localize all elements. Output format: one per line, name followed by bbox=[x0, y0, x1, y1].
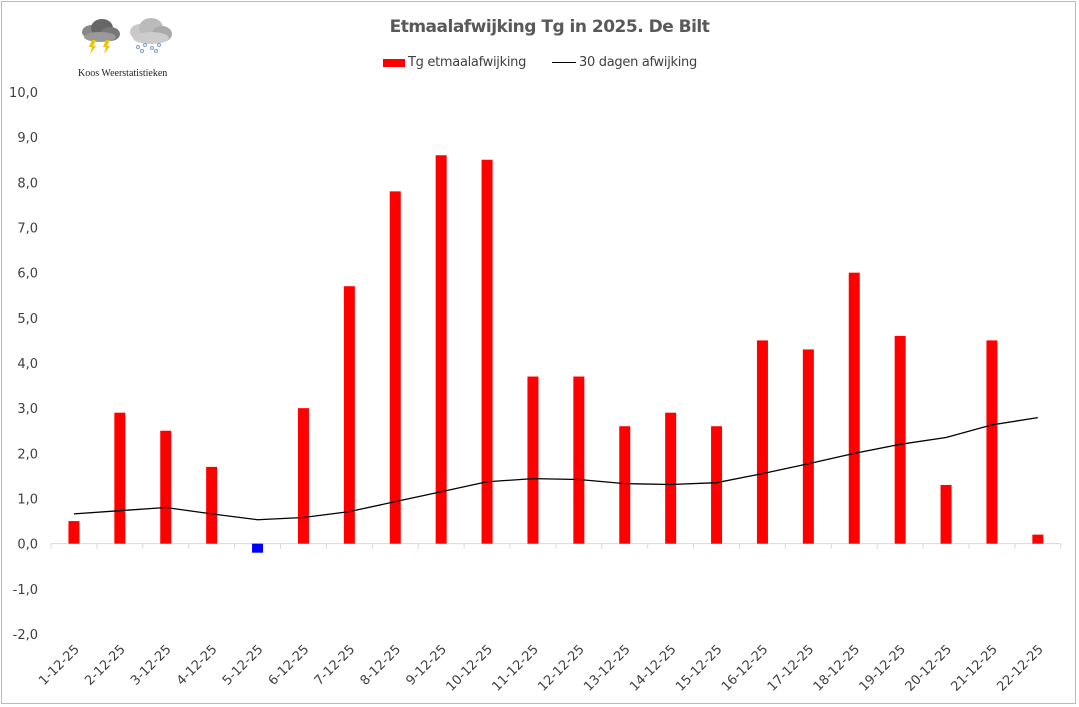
bar bbox=[343, 286, 355, 544]
bar bbox=[1032, 534, 1044, 544]
bar bbox=[206, 466, 218, 544]
logo-text: Koos Weerstatistieken bbox=[78, 68, 168, 79]
x-tick-label: 22-12-25 bbox=[994, 642, 1046, 694]
x-tick-label: 1-12-25 bbox=[36, 642, 82, 688]
legend-label-bar: Tg etmaalafwijking bbox=[408, 55, 527, 70]
x-tick-label: 11-12-25 bbox=[489, 642, 541, 694]
bar bbox=[940, 484, 952, 544]
legend: Tg etmaalafwijking 30 dagen afwijking bbox=[383, 55, 697, 70]
y-tick-label: 8,0 bbox=[17, 176, 38, 191]
x-tick-label: 5-12-25 bbox=[220, 642, 266, 688]
bar bbox=[848, 272, 860, 544]
bar bbox=[711, 426, 723, 544]
y-tick-label: 2,0 bbox=[17, 447, 38, 462]
y-tick-label: 6,0 bbox=[17, 267, 38, 282]
x-tick-label: 21-12-25 bbox=[948, 642, 1000, 694]
x-tick-label: 14-12-25 bbox=[627, 642, 679, 694]
bar bbox=[573, 376, 585, 544]
bar bbox=[435, 155, 447, 544]
legend-swatch-line bbox=[552, 62, 577, 63]
x-tick-label: 4-12-25 bbox=[174, 642, 220, 688]
x-tick-label: 15-12-25 bbox=[673, 642, 725, 694]
bar bbox=[114, 412, 126, 544]
legend-swatch-bar bbox=[383, 58, 405, 67]
x-tick-label: 2-12-25 bbox=[82, 642, 128, 688]
y-tick-label: 1,0 bbox=[17, 493, 38, 508]
x-tick-label: 17-12-25 bbox=[765, 642, 817, 694]
bar bbox=[619, 426, 631, 544]
y-tick-label: -2,0 bbox=[13, 628, 38, 643]
line-series-30-dagen bbox=[73, 417, 1038, 521]
bar bbox=[481, 159, 493, 544]
bar bbox=[389, 191, 401, 544]
x-tick-label: 13-12-25 bbox=[581, 642, 633, 694]
snow-cloud-icon bbox=[130, 18, 172, 53]
x-tick-label: 9-12-25 bbox=[403, 642, 449, 688]
bar bbox=[68, 521, 80, 544]
x-tick-label: 3-12-25 bbox=[128, 642, 174, 688]
chart-title: Etmaalafwijking Tg in 2025. De Bilt bbox=[389, 17, 710, 37]
y-tick-label: 10,0 bbox=[9, 86, 38, 101]
x-tick-label: 7-12-25 bbox=[312, 642, 358, 688]
x-tick-label: 20-12-25 bbox=[903, 642, 955, 694]
bar bbox=[986, 340, 998, 544]
bar bbox=[527, 376, 539, 544]
logo bbox=[82, 18, 172, 54]
bar bbox=[802, 349, 814, 544]
y-tick-label: 7,0 bbox=[17, 222, 38, 237]
x-tick-label: 16-12-25 bbox=[719, 642, 771, 694]
x-tick-label: 19-12-25 bbox=[857, 642, 909, 694]
y-tick-label: 5,0 bbox=[17, 312, 38, 327]
x-tick-label: 10-12-25 bbox=[444, 642, 496, 694]
x-tick-label: 6-12-25 bbox=[266, 642, 312, 688]
y-tick-label: -1,0 bbox=[13, 583, 38, 598]
y-tick-label: 3,0 bbox=[17, 402, 38, 417]
bar bbox=[894, 335, 906, 544]
bar bbox=[297, 408, 309, 544]
legend-label-line: 30 dagen afwijking bbox=[579, 55, 697, 70]
x-tick-label: 12-12-25 bbox=[535, 642, 587, 694]
bar bbox=[665, 412, 677, 544]
y-tick-label: 4,0 bbox=[17, 357, 38, 372]
x-tick-label: 18-12-25 bbox=[811, 642, 863, 694]
thunderstorm-cloud-icon bbox=[82, 19, 120, 54]
x-tick-label: 8-12-25 bbox=[358, 642, 404, 688]
y-tick-label: 0,0 bbox=[17, 538, 38, 553]
bar bbox=[756, 340, 768, 544]
y-tick-label: 9,0 bbox=[17, 131, 38, 146]
bar bbox=[252, 543, 264, 553]
bar bbox=[160, 430, 172, 544]
